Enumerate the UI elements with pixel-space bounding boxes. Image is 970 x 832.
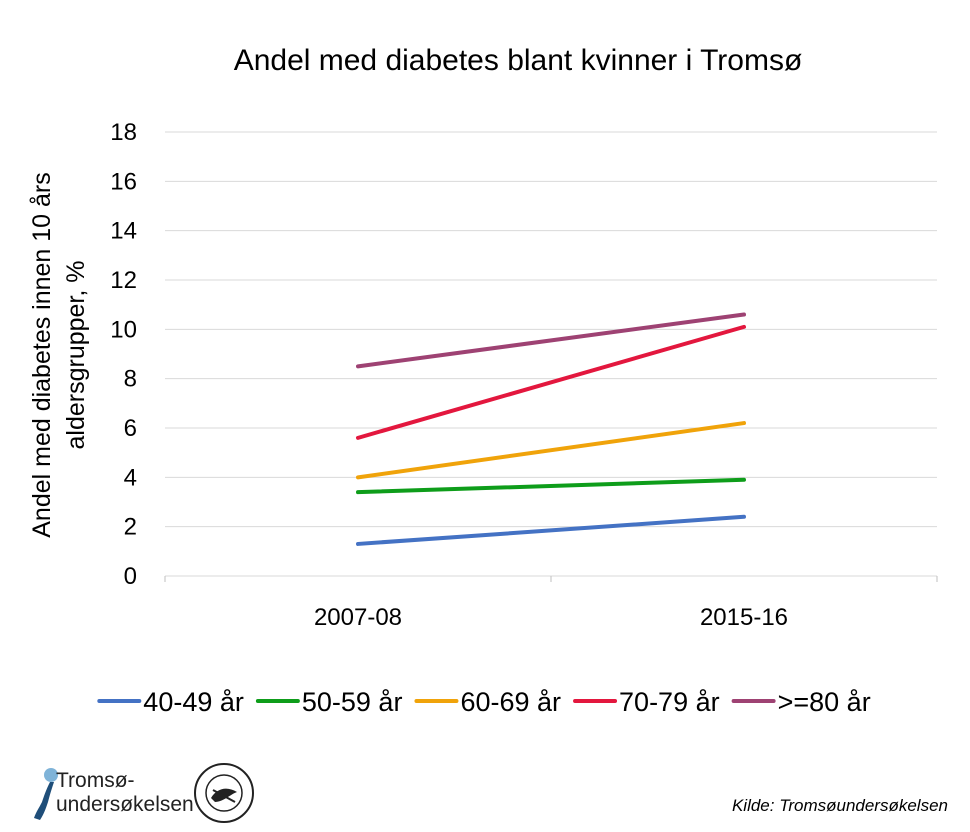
norway-map-icon (34, 768, 58, 820)
y-axis-title: Andel med diabetes innen 10 års aldersgr… (28, 172, 90, 538)
source-note: Kilde: Tromsøundersøkelsen (731, 796, 948, 815)
university-seal (194, 763, 254, 823)
y-tick-label: 0 (124, 563, 137, 590)
y-tick-label: 18 (110, 119, 137, 146)
gridlines (165, 131, 937, 577)
x-tick-label: 2007-08 (314, 604, 402, 631)
y-axis-title-line1: Andel med diabetes innen 10 års (28, 172, 56, 538)
y-tick-label: 6 (124, 415, 137, 442)
y-tick-label: 10 (110, 316, 137, 343)
series-line (356, 324, 746, 440)
x-axis-ticks: 2007-08 2015-16 (164, 576, 938, 631)
logo-text-line2: undersøkelsen (56, 793, 194, 816)
logo-text-line1: Tromsø- (56, 769, 135, 792)
tromso-study-logo: Tromsø- undersøkelsen (30, 764, 195, 824)
y-axis-title-line2: aldersgrupper, % (62, 260, 90, 449)
y-tick-label: 8 (124, 366, 137, 393)
series-line (356, 477, 746, 495)
y-tick-label: 2 (124, 514, 137, 541)
legend-label: 70-79 år (619, 687, 720, 717)
legend: 40-49 år 50-59 år 60-69 år 70-79 år >=80 år (97, 687, 871, 717)
y-tick-label: 14 (110, 218, 137, 245)
y-axis-ticks: 0 2 4 6 8 10 12 14 16 18 (110, 119, 137, 590)
y-tick-label: 12 (110, 267, 137, 294)
y-tick-label: 16 (110, 168, 137, 195)
legend-label: 40-49 år (143, 687, 244, 717)
legend-label: >=80 år (778, 687, 871, 717)
chart-title: Andel med diabetes blant kvinner i Troms… (234, 44, 803, 77)
legend-label: 50-59 år (302, 687, 403, 717)
x-tick-label: 2015-16 (700, 604, 788, 631)
series-line (356, 312, 746, 369)
series-line (356, 514, 746, 546)
y-tick-label: 4 (124, 464, 137, 491)
legend-label: 60-69 år (460, 687, 561, 717)
series-line (356, 421, 746, 480)
series-lines (356, 312, 746, 546)
